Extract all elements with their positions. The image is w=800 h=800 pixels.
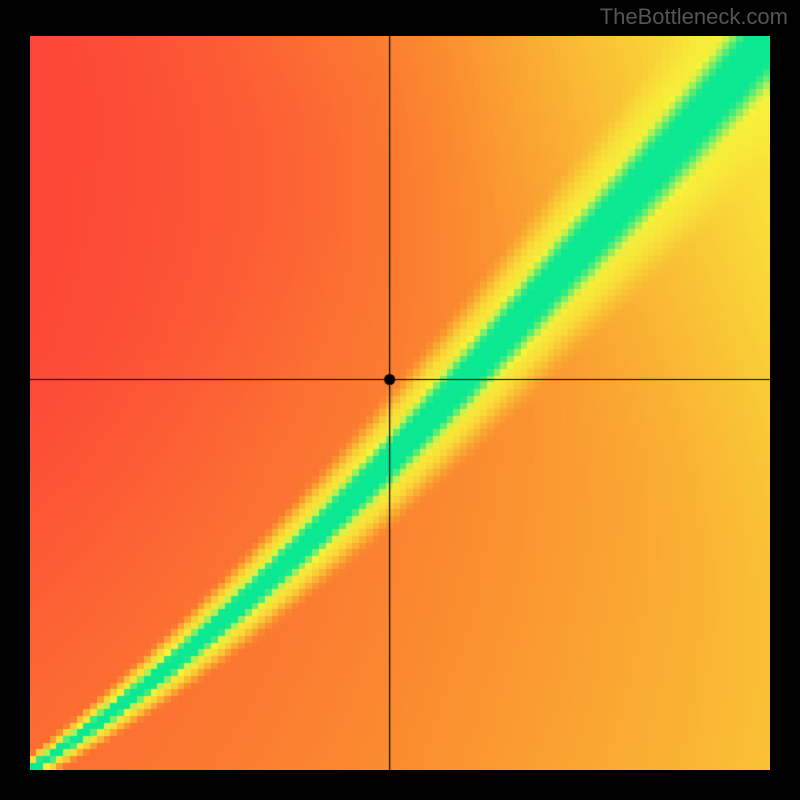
watermark-text: TheBottleneck.com [600,4,788,30]
plot-frame [30,36,770,770]
chart-container: TheBottleneck.com [0,0,800,800]
heatmap-canvas [30,36,770,770]
